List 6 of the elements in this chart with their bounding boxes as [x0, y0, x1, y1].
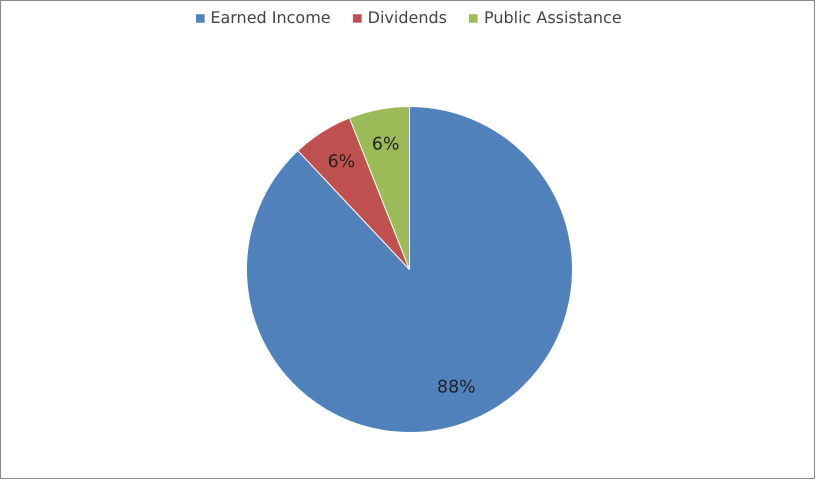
legend-label: Public Assistance	[484, 8, 622, 27]
legend-label: Earned Income	[210, 8, 331, 27]
data-label: 88%	[437, 378, 476, 398]
data-label: 6%	[328, 152, 356, 172]
data-label: 6%	[372, 134, 400, 155]
legend-label: Dividends	[368, 8, 447, 27]
